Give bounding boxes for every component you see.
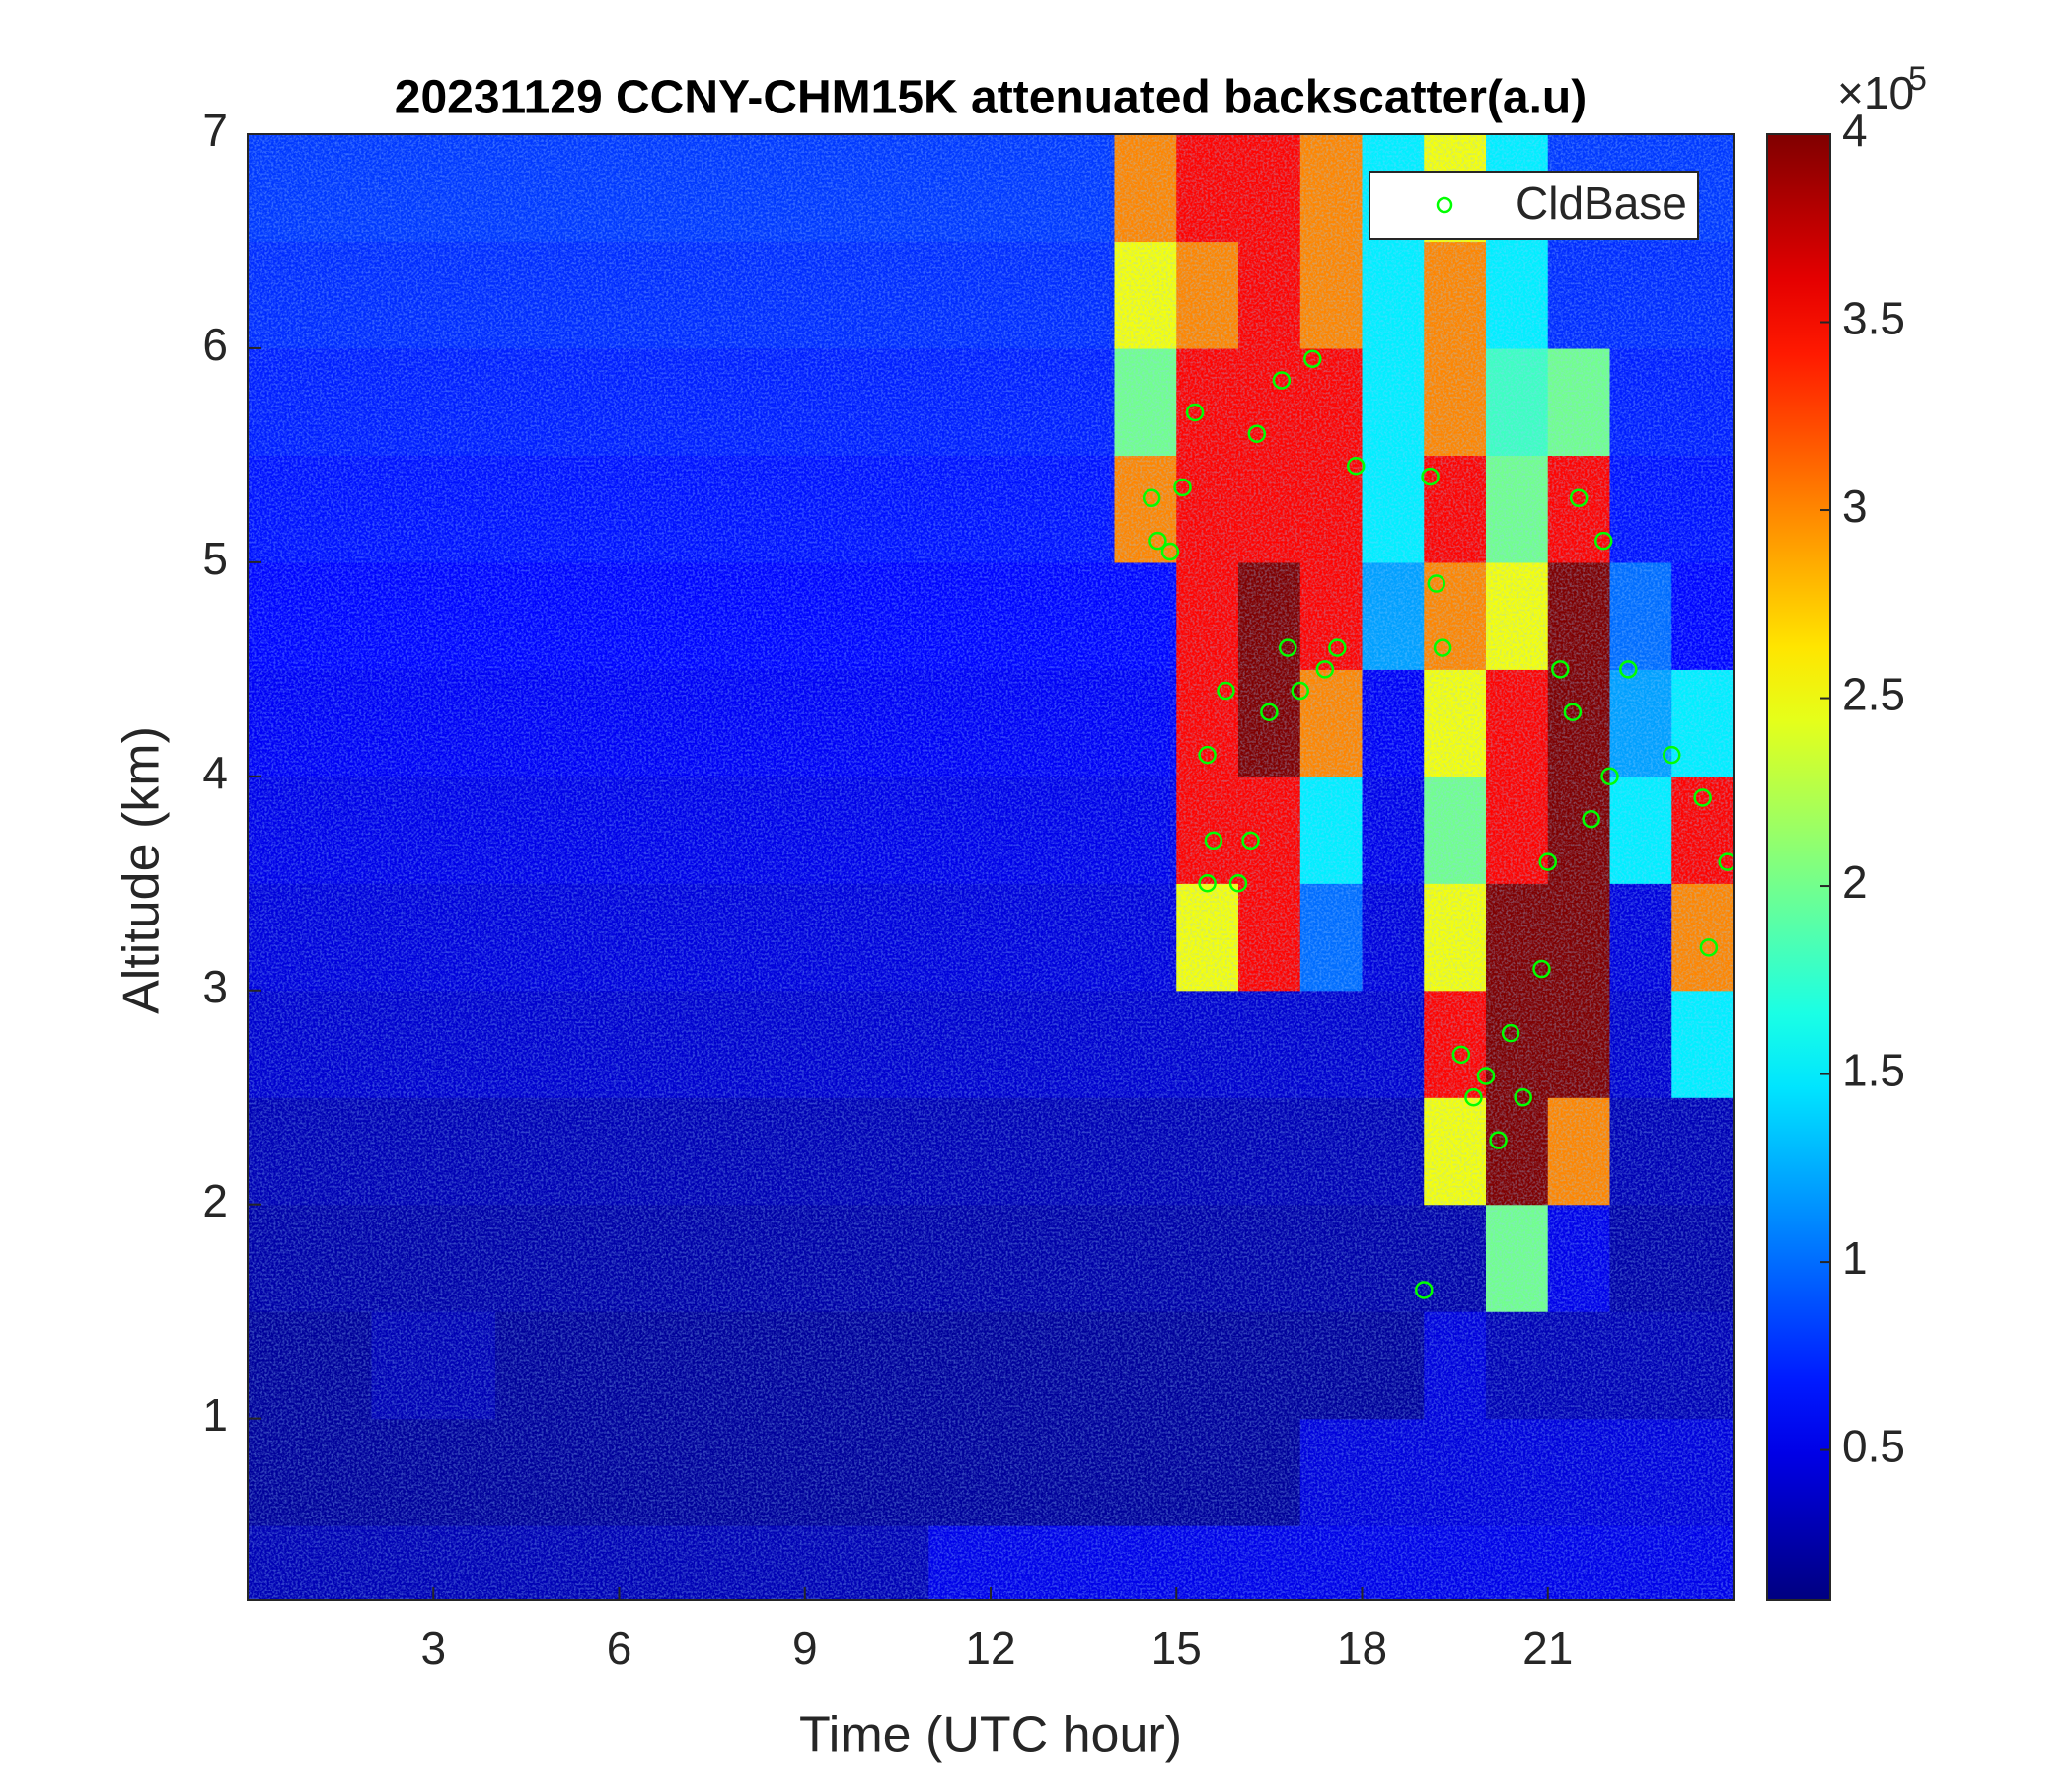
cloud-base-point	[1272, 371, 1292, 390]
cloud-base-point	[1619, 660, 1638, 679]
cloud-base-point	[1198, 874, 1217, 893]
cloud-base-point	[1160, 542, 1180, 561]
legend-marker	[1436, 196, 1453, 214]
cloud-base-point	[1173, 478, 1192, 497]
x-tick-label: 6	[607, 1622, 632, 1673]
x-tick-label: 15	[1151, 1622, 1202, 1673]
cloud-base-point	[1582, 809, 1600, 829]
cloud-base-point	[1600, 767, 1619, 786]
colorbar-tick-label: 1	[1842, 1232, 1868, 1284]
colorbar-exponent: 5	[1908, 60, 1927, 98]
cloud-base-point	[1663, 745, 1681, 765]
cloud-base-point	[1476, 1067, 1496, 1085]
cloud-base-point	[1185, 403, 1205, 422]
legend: CldBase	[1369, 171, 1699, 240]
cloud-base-point	[1532, 959, 1551, 979]
colorbar-tick-label: 2	[1842, 856, 1868, 908]
cloud-base-point	[1693, 788, 1712, 807]
colorbar-tick-label: 2.5	[1842, 669, 1905, 720]
cloud-base-point	[1593, 531, 1613, 551]
colorbar-tick-label: 3	[1842, 481, 1868, 532]
cloud-base-point	[1346, 456, 1366, 476]
cloud-base-point	[1563, 703, 1583, 721]
cloud-base-point	[1260, 703, 1279, 721]
speckle-texture	[248, 134, 1734, 1600]
legend-box	[1369, 171, 1699, 240]
cloud-base-point	[1699, 938, 1719, 957]
chart-title: 20231129 CCNY-CHM15K attenuated backscat…	[395, 72, 1587, 124]
cloud-base-point	[1303, 349, 1322, 369]
cloud-base-point	[1501, 1023, 1520, 1043]
cloud-base-point	[1451, 1045, 1471, 1065]
cloud-base-point	[1315, 660, 1335, 679]
cloud-base-point	[1421, 467, 1440, 486]
colorbar: 0.5 1 1.5 2 2.5 3 3.5 4	[1766, 105, 1905, 1601]
cloud-base-point	[1228, 874, 1248, 893]
cloud-base-point	[1415, 1281, 1434, 1299]
y-tick-label: 6	[202, 319, 228, 370]
colorbar-tick-label: 0.5	[1842, 1421, 1905, 1472]
y-tick-label: 4	[202, 747, 228, 798]
cloud-base-point	[1551, 660, 1570, 679]
cloud-base-point	[1204, 831, 1223, 851]
colorbar-tick-label: 1.5	[1842, 1045, 1905, 1096]
cloud-base-point	[1514, 1087, 1532, 1107]
cloud-base-point	[1217, 681, 1235, 701]
x-tick-label: 18	[1337, 1622, 1387, 1673]
cloud-base-point	[1489, 1131, 1508, 1149]
colorbar-multiplier: ×10	[1837, 67, 1914, 118]
cloud-base-point	[1427, 574, 1446, 593]
cloud-base-point	[1538, 852, 1557, 871]
x-tick-label: 9	[792, 1622, 818, 1673]
x-tick-label: 3	[420, 1622, 446, 1673]
y-tick-label: 2	[202, 1175, 228, 1226]
y-tick-label: 7	[202, 105, 228, 156]
x-tick-label: 12	[965, 1622, 1015, 1673]
cloud-base-point	[1433, 638, 1452, 657]
y-tick-label: 3	[202, 961, 228, 1012]
cloud-base-point	[1148, 531, 1167, 551]
cloud-base-point	[1247, 424, 1267, 443]
y-tick-label: 5	[202, 533, 228, 584]
cloud-base-point	[1291, 681, 1309, 701]
cloud-base-point	[1718, 852, 1734, 871]
cloud-base-point	[1464, 1087, 1483, 1107]
y-axis-label: Altitude (km)	[113, 726, 171, 1014]
scatter-layer	[1142, 349, 1734, 1299]
cloud-base-point	[1142, 488, 1161, 508]
cloud-base-point	[1241, 831, 1260, 851]
cloud-base-point	[1569, 488, 1589, 508]
cloud-base-point	[1198, 745, 1217, 765]
x-tick-label: 21	[1522, 1622, 1573, 1673]
colorbar-tick-label: 4	[1842, 105, 1868, 156]
y-tick-label: 1	[202, 1389, 228, 1441]
cloud-base-point	[1278, 638, 1297, 657]
cloud-base-point	[1328, 638, 1347, 657]
colorbar-tick-label: 3.5	[1842, 293, 1905, 344]
colorbar-ramp	[1766, 133, 1831, 1601]
legend-label: CldBase	[1516, 178, 1687, 229]
x-axis-label: Time (UTC hour)	[799, 1707, 1182, 1764]
